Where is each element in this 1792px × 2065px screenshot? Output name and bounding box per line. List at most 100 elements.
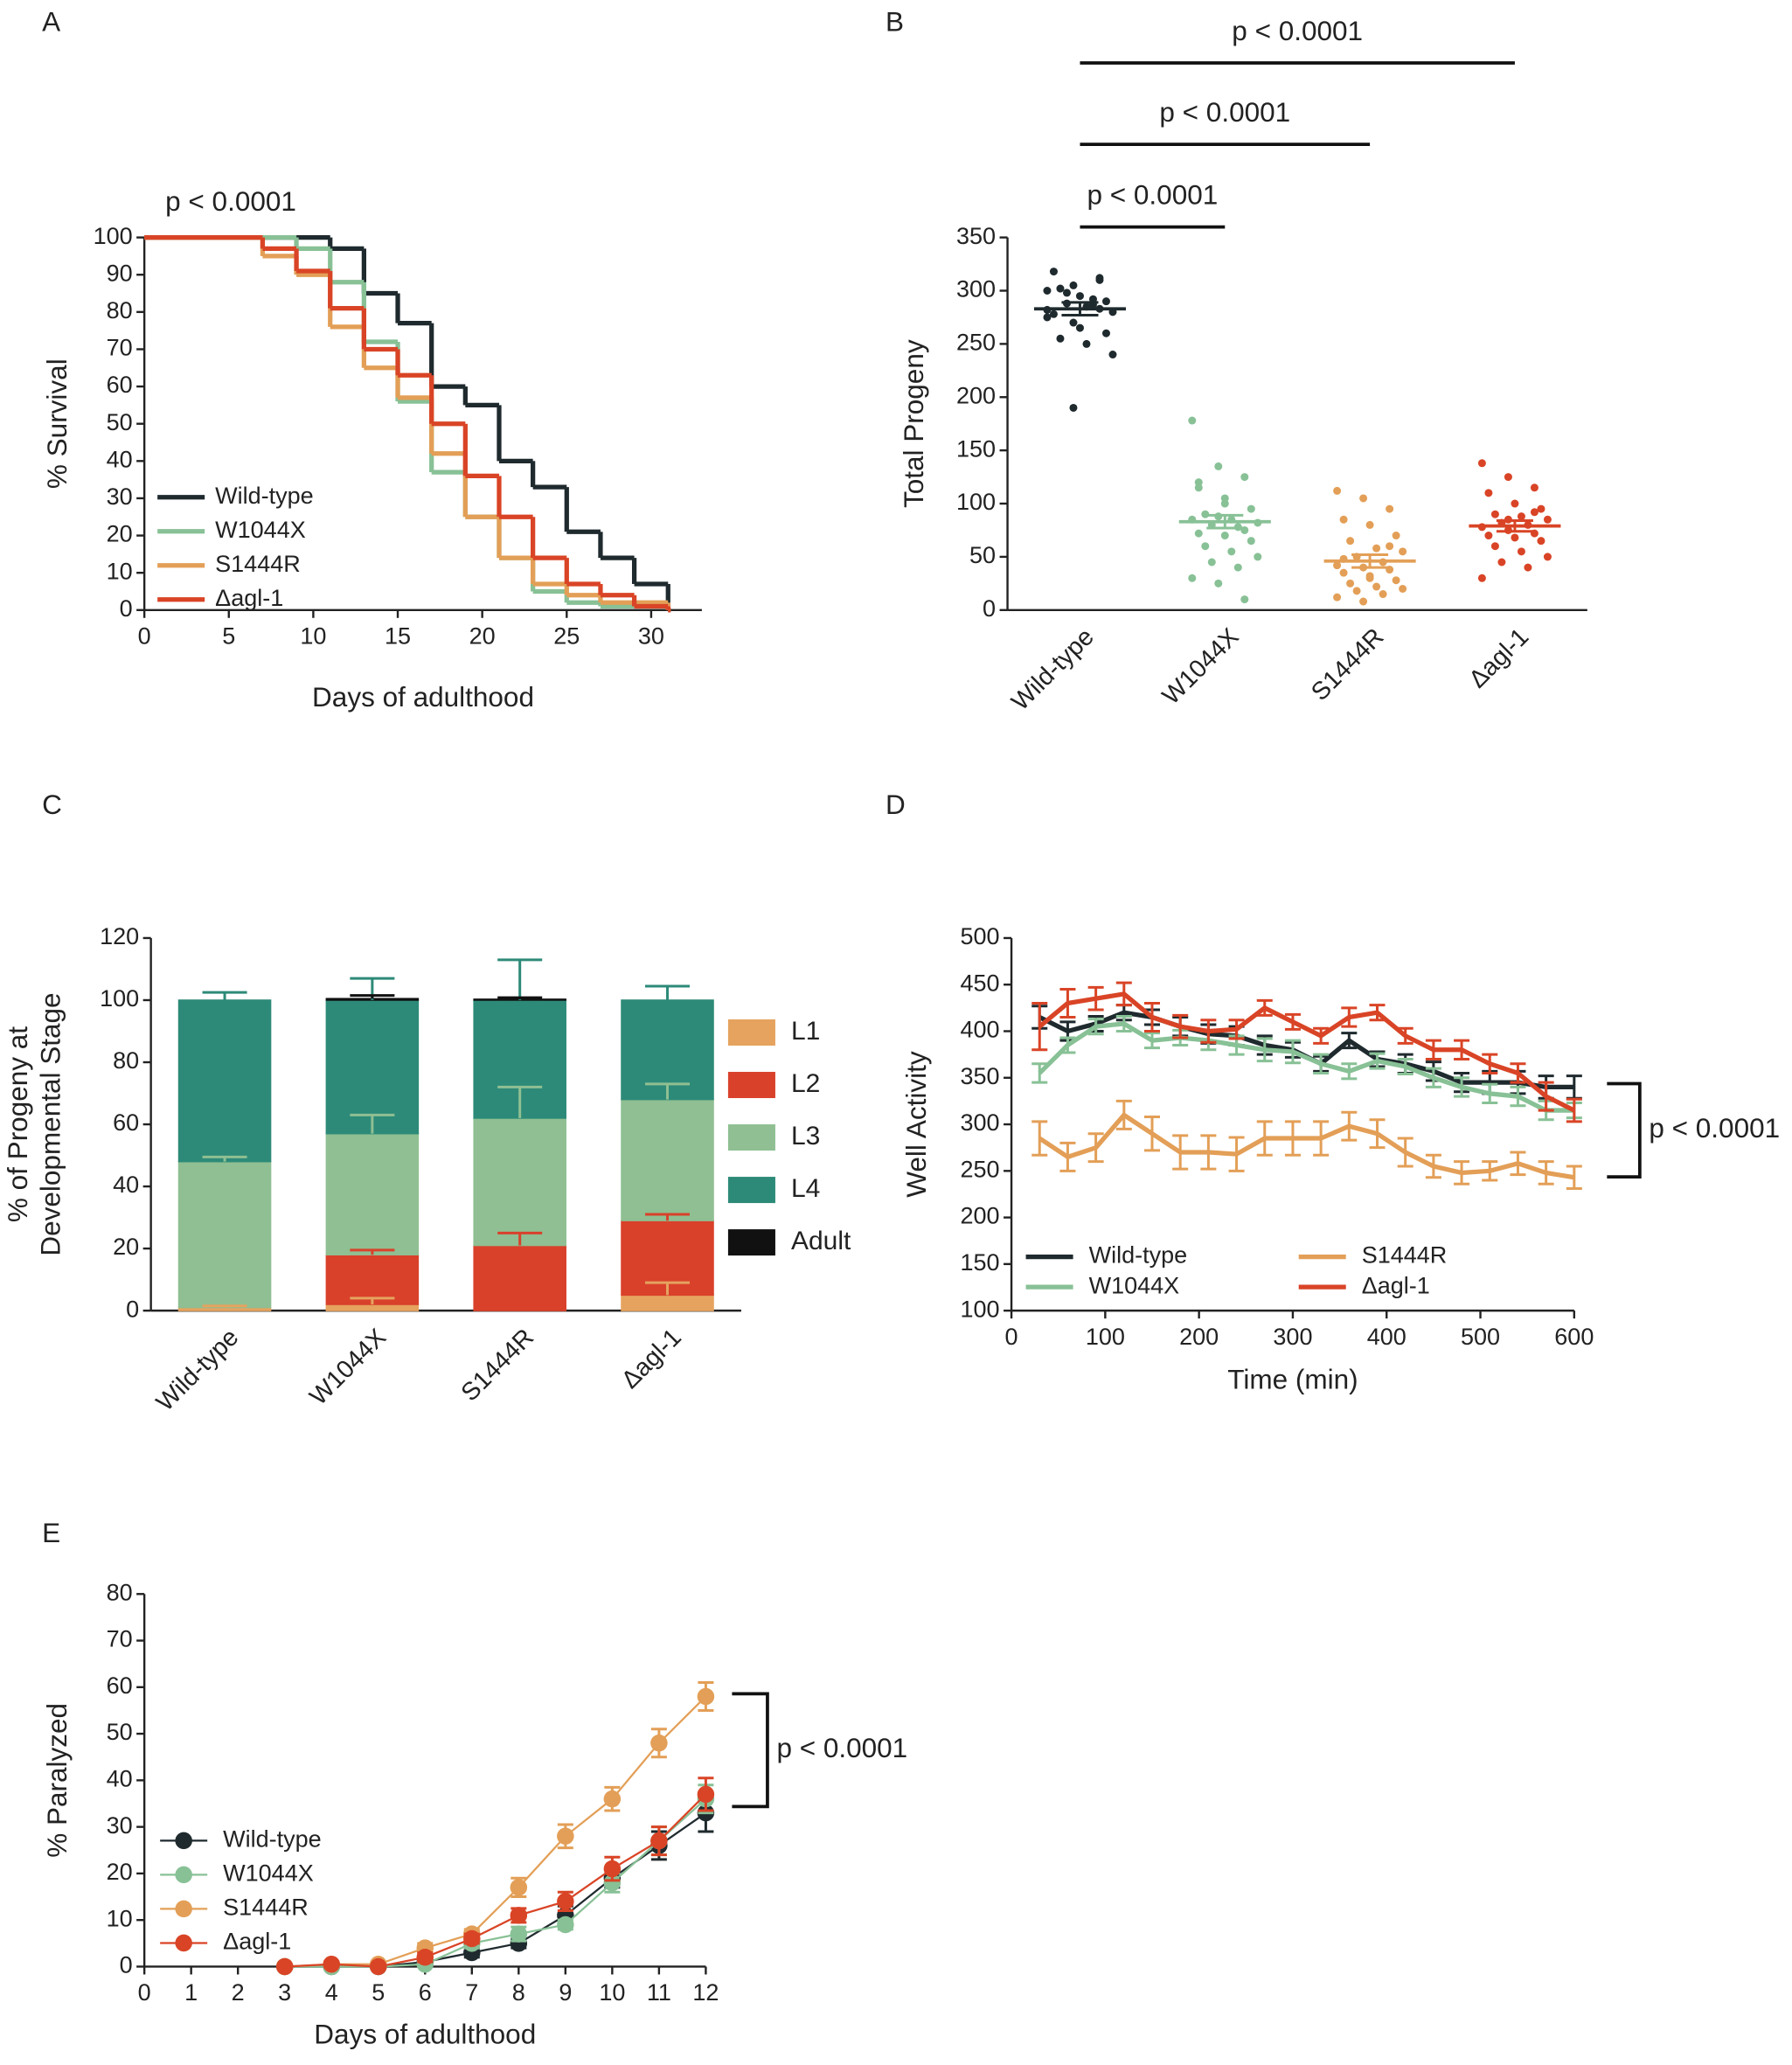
data-point xyxy=(1333,561,1342,570)
data-point xyxy=(1188,574,1197,582)
data-point xyxy=(1392,576,1400,585)
data-point xyxy=(510,1879,528,1896)
x-tick-label: 5 xyxy=(222,622,235,649)
data-point xyxy=(1346,579,1355,588)
x-tick-label: 400 xyxy=(1367,1324,1407,1350)
y-tick-label: 450 xyxy=(960,970,999,996)
data-point xyxy=(603,1860,622,1878)
legend-swatch xyxy=(727,1019,775,1046)
data-point xyxy=(416,1949,434,1966)
legend-label: Wild-type xyxy=(223,1826,322,1853)
y-tick-label: 0 xyxy=(126,1296,139,1322)
x-axis-label: Days of adulthood xyxy=(312,681,534,713)
data-point xyxy=(1490,510,1499,518)
data-point xyxy=(603,1874,622,1892)
x-tick-label: Δagl-1 xyxy=(616,1324,687,1394)
error-bar xyxy=(1566,1097,1582,1123)
x-tick-label: 10 xyxy=(599,1979,625,2006)
data-point xyxy=(1254,553,1262,561)
data-point xyxy=(1365,572,1374,581)
bar-segment xyxy=(325,1132,420,1255)
data-point xyxy=(1511,499,1519,508)
x-tick-label: S1444R xyxy=(1306,622,1389,706)
data-point xyxy=(1043,286,1052,295)
data-point xyxy=(1082,339,1091,348)
error-bar xyxy=(350,1248,395,1255)
legend-label: W1044X xyxy=(223,1860,314,1887)
data-point xyxy=(1062,289,1071,297)
data-point xyxy=(1530,483,1538,492)
x-tick-label: Wild-type xyxy=(1006,622,1100,716)
data-point xyxy=(1214,462,1223,470)
x-tick-label: 100 xyxy=(1086,1324,1125,1350)
data-point xyxy=(1530,508,1538,517)
data-point xyxy=(463,1929,481,1948)
y-tick-label: 40 xyxy=(107,1766,133,1792)
y-axis-label: % Survival xyxy=(41,358,73,489)
data-point xyxy=(1524,563,1532,572)
panel-letter: D xyxy=(886,789,906,820)
y-tick-label: 0 xyxy=(120,595,133,622)
data-point xyxy=(1069,318,1078,327)
data-point xyxy=(1049,309,1058,318)
bar-segment xyxy=(177,999,272,1163)
error-bar xyxy=(1496,519,1533,533)
data-point xyxy=(1477,574,1486,582)
significance-label: p < 0.0001 xyxy=(1159,96,1290,128)
x-tick-label: 25 xyxy=(553,622,580,649)
data-point xyxy=(369,1957,387,1976)
bar-segment xyxy=(621,1294,714,1311)
annotation: p < 0.0001 xyxy=(165,185,296,217)
y-tick-label: 30 xyxy=(107,1812,133,1839)
data-point xyxy=(323,1956,340,1973)
x-tick-label: 12 xyxy=(692,1979,719,2006)
data-point xyxy=(1247,504,1255,513)
x-tick-label: 10 xyxy=(300,622,326,649)
data-point xyxy=(1346,537,1355,546)
legend-label: W1044X xyxy=(215,517,306,543)
error-bar xyxy=(202,991,247,1000)
data-point xyxy=(1511,533,1519,542)
x-tick-label: 300 xyxy=(1273,1324,1312,1350)
data-point xyxy=(1069,403,1078,412)
error-bar xyxy=(1031,1002,1048,1052)
y-tick-label: 50 xyxy=(107,409,133,435)
x-tick-label: 600 xyxy=(1554,1324,1594,1350)
bar-segment xyxy=(621,1098,714,1221)
x-tick-label: Δagl-1 xyxy=(1463,622,1534,693)
series-line xyxy=(284,1797,707,1968)
series-line xyxy=(1038,991,1575,1113)
data-point xyxy=(1537,537,1545,546)
legend-label: Adult xyxy=(791,1227,851,1255)
y-tick-label: 350 xyxy=(956,223,996,249)
y-tick-label: 70 xyxy=(107,1626,133,1652)
y-tick-label: 40 xyxy=(113,1172,139,1198)
legend-label: S1444R xyxy=(1362,1242,1448,1269)
y-tick-label: 40 xyxy=(107,446,133,472)
error-bar xyxy=(497,1231,543,1246)
y-tick-label: 50 xyxy=(969,542,996,568)
data-point xyxy=(650,1832,668,1850)
bar-segment xyxy=(325,1254,420,1305)
data-point xyxy=(1101,329,1110,337)
significance-label: p < 0.0001 xyxy=(1087,178,1218,210)
y-tick-label: 60 xyxy=(113,1109,139,1136)
data-point xyxy=(1359,494,1368,503)
legend-label: L4 xyxy=(791,1174,820,1203)
x-tick-label: 0 xyxy=(138,622,151,649)
legend-swatch xyxy=(727,1072,775,1099)
data-point xyxy=(1049,268,1058,276)
y-tick-label: 100 xyxy=(100,985,139,1012)
data-point xyxy=(1543,553,1552,561)
error-bar xyxy=(1206,513,1244,530)
legend-swatch xyxy=(727,1229,775,1256)
y-tick-label: 60 xyxy=(107,1672,133,1699)
panel-letter: E xyxy=(42,1517,60,1548)
x-tick-label: 15 xyxy=(385,622,411,649)
significance-label: p < 0.0001 xyxy=(1232,15,1363,46)
y-tick-label: 200 xyxy=(960,1203,999,1229)
data-point xyxy=(1240,473,1249,482)
y-tick-label: 150 xyxy=(960,1249,999,1276)
data-point xyxy=(1095,274,1104,282)
